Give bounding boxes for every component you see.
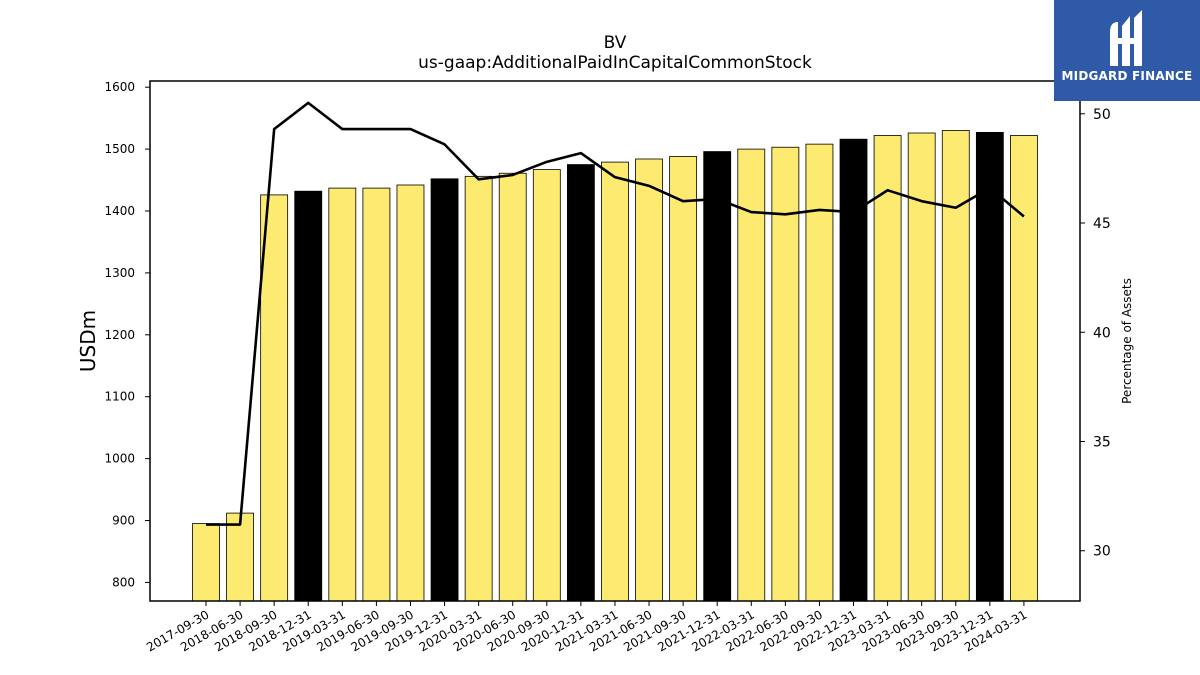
bar-2018-12-31 xyxy=(294,190,323,602)
y-tick-label-1400: 1400 xyxy=(104,204,135,218)
bar-2022-12-31 xyxy=(839,138,868,602)
bar-2023-03-31 xyxy=(873,135,902,602)
bar-2021-12-31 xyxy=(703,151,732,602)
bar-2022-09-30 xyxy=(805,143,834,602)
y2-tick-label-35: 35 xyxy=(1093,435,1111,451)
chart-subtitle: us-gaap:AdditionalPaidInCapitalCommonSto… xyxy=(418,53,812,73)
bar-2019-03-31 xyxy=(328,187,357,602)
y-tick-label-1300: 1300 xyxy=(104,266,135,280)
bar-2021-06-30 xyxy=(635,158,663,602)
bars-layer xyxy=(192,130,1038,602)
y-tick-label-800: 800 xyxy=(112,575,135,589)
bar-2019-06-30 xyxy=(362,187,391,602)
y-tick-label-1000: 1000 xyxy=(104,452,135,466)
bar-2021-09-30 xyxy=(669,156,698,602)
y-tick-label-1100: 1100 xyxy=(104,390,135,404)
bar-2020-09-30 xyxy=(532,169,561,602)
y-axis-left: 800 900 1000 1100 1200 1300 1400 1500 1600 xyxy=(104,80,150,589)
bar-2019-09-30 xyxy=(396,184,425,602)
bar-2018-06-30 xyxy=(226,512,254,602)
line-layer xyxy=(206,101,1025,526)
y-axis-right: 30 35 40 45 50 xyxy=(1080,107,1111,560)
logo-mark-icon xyxy=(1110,10,1142,66)
bar-2022-03-31 xyxy=(737,148,766,602)
bar-2020-12-31 xyxy=(566,164,595,602)
bar-2017-09-30 xyxy=(192,523,220,602)
y2-tick-label-30: 30 xyxy=(1093,544,1111,560)
y2-tick-label-45: 45 xyxy=(1093,216,1111,232)
y-axis-label: USDm xyxy=(76,310,100,372)
bar-2023-12-31 xyxy=(975,131,1004,602)
y-tick-label-1600: 1600 xyxy=(104,80,135,94)
y-tick-label-900: 900 xyxy=(112,514,135,528)
bar-2023-06-30 xyxy=(907,132,936,602)
bar-2024-03-31 xyxy=(1010,135,1038,602)
x-axis: 2017-09-302018-06-302018-09-302018-12-31… xyxy=(144,601,1029,654)
y-tick-label-1500: 1500 xyxy=(104,142,135,156)
bar-2022-06-30 xyxy=(771,146,800,602)
y-tick-label-1200: 1200 xyxy=(104,328,135,342)
y2-axis-label: Percentage of Assets xyxy=(1120,278,1134,404)
bar-2020-03-31 xyxy=(464,175,493,602)
bar-2020-06-30 xyxy=(498,172,527,602)
bar-2018-09-30 xyxy=(260,194,289,602)
midgard-finance-logo: MIDGARD FINANCE xyxy=(1054,0,1200,101)
y2-tick-label-50: 50 xyxy=(1093,107,1111,123)
chart-title: BV xyxy=(604,33,627,53)
bar-2021-03-31 xyxy=(601,161,629,602)
y2-tick-label-40: 40 xyxy=(1093,325,1111,341)
bar-2019-12-31 xyxy=(430,178,459,602)
percentage-line xyxy=(206,101,1025,526)
logo-text: MIDGARD FINANCE xyxy=(1061,69,1193,83)
